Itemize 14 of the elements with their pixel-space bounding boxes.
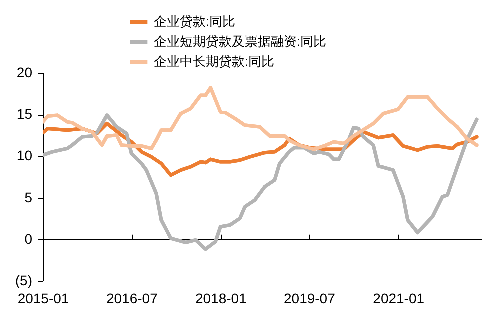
legend-label: 企业中长期贷款:同比	[154, 54, 275, 69]
y-tick-label: 10	[16, 148, 33, 164]
y-tick-label: 0	[24, 230, 33, 247]
y-tick-label: (5)	[15, 272, 32, 288]
y-tick-label: 5	[24, 189, 33, 206]
y-tick-label: 20	[16, 64, 33, 80]
x-tick-label: 2015-01	[18, 290, 70, 306]
y-tick-label: 15	[16, 106, 33, 122]
legend-label: 企业短期贷款及票据融资:同比	[154, 34, 327, 49]
x-tick-label: 2019-07	[284, 290, 336, 306]
legend-label: 企业贷款:同比	[154, 14, 236, 29]
x-tick-label: 2018-01	[195, 290, 248, 306]
x-tick-label: 2021-01	[373, 290, 425, 306]
x-tick-label: 2016-07	[106, 290, 158, 306]
